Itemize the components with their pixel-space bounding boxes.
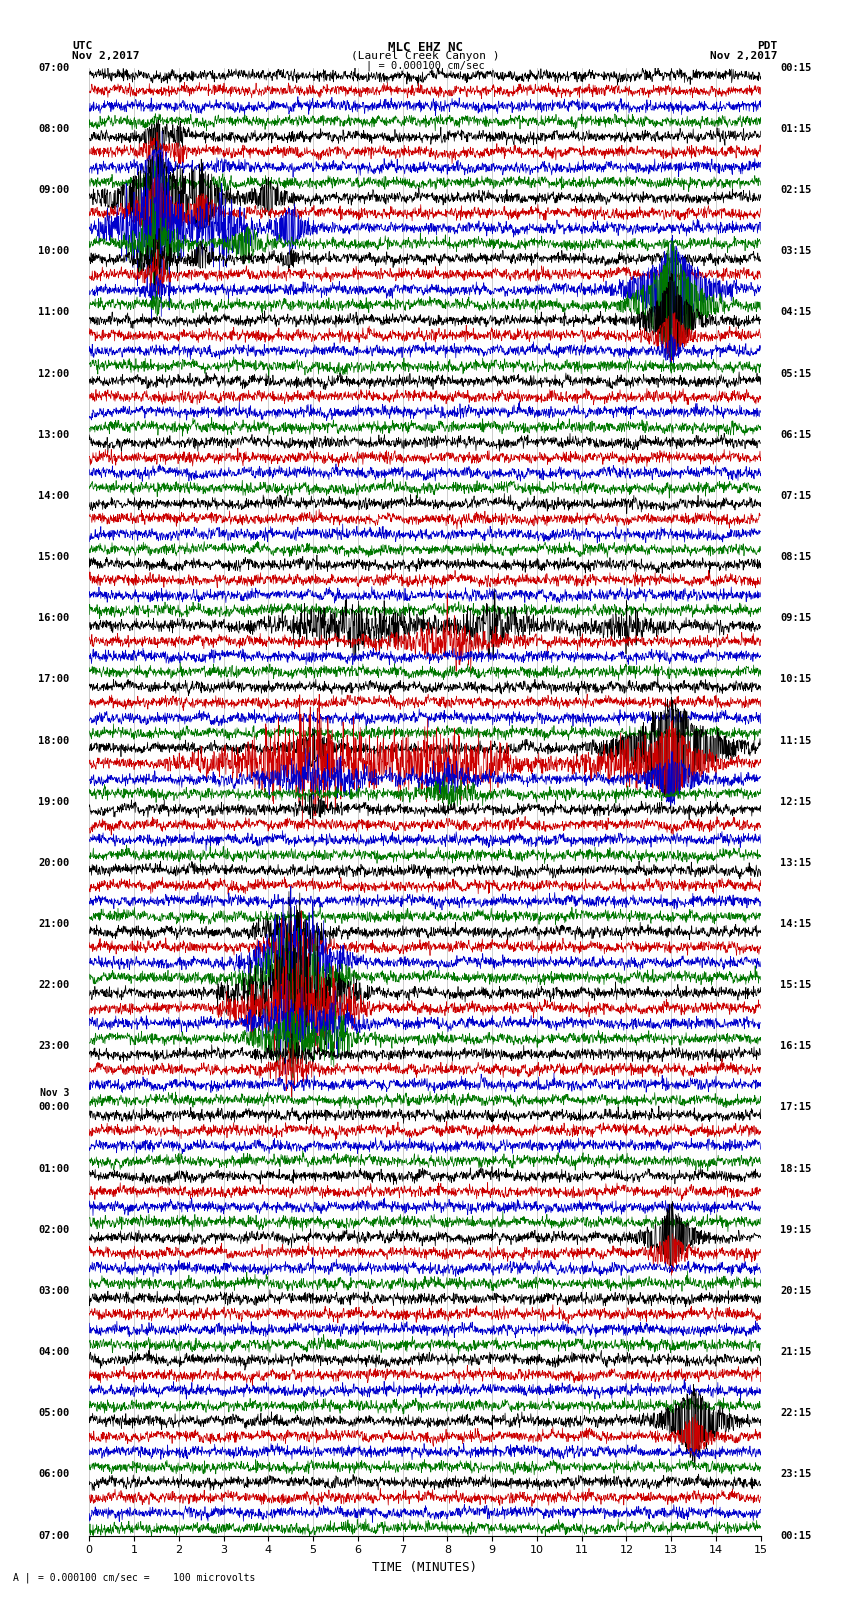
- Text: 13:00: 13:00: [38, 429, 70, 440]
- Text: 04:00: 04:00: [38, 1347, 70, 1357]
- X-axis label: TIME (MINUTES): TIME (MINUTES): [372, 1561, 478, 1574]
- Text: 07:00: 07:00: [38, 1531, 70, 1540]
- Text: 01:00: 01:00: [38, 1163, 70, 1174]
- Text: 10:15: 10:15: [780, 674, 812, 684]
- Text: 06:15: 06:15: [780, 429, 812, 440]
- Text: 01:15: 01:15: [780, 124, 812, 134]
- Text: 21:00: 21:00: [38, 919, 70, 929]
- Text: 11:15: 11:15: [780, 736, 812, 745]
- Text: 02:15: 02:15: [780, 185, 812, 195]
- Text: 07:15: 07:15: [780, 490, 812, 502]
- Text: Nov 2,2017: Nov 2,2017: [711, 50, 778, 61]
- Text: 17:00: 17:00: [38, 674, 70, 684]
- Text: 16:15: 16:15: [780, 1042, 812, 1052]
- Text: 05:15: 05:15: [780, 368, 812, 379]
- Text: 08:00: 08:00: [38, 124, 70, 134]
- Text: 00:15: 00:15: [780, 63, 812, 73]
- Text: 07:00: 07:00: [38, 63, 70, 73]
- Text: 18:15: 18:15: [780, 1163, 812, 1174]
- Text: 06:00: 06:00: [38, 1469, 70, 1479]
- Text: 05:00: 05:00: [38, 1408, 70, 1418]
- Text: 15:15: 15:15: [780, 981, 812, 990]
- Text: 09:15: 09:15: [780, 613, 812, 623]
- Text: = 0.000100 cm/sec =    100 microvolts: = 0.000100 cm/sec = 100 microvolts: [38, 1573, 256, 1582]
- Text: 03:00: 03:00: [38, 1286, 70, 1295]
- Text: 11:00: 11:00: [38, 308, 70, 318]
- Text: 22:00: 22:00: [38, 981, 70, 990]
- Text: 09:00: 09:00: [38, 185, 70, 195]
- Text: Nov 3: Nov 3: [40, 1087, 70, 1098]
- Text: | = 0.000100 cm/sec: | = 0.000100 cm/sec: [366, 60, 484, 71]
- Text: (Laurel Creek Canyon ): (Laurel Creek Canyon ): [351, 50, 499, 61]
- Text: 00:00: 00:00: [38, 1102, 70, 1113]
- Text: 15:00: 15:00: [38, 552, 70, 561]
- Text: 10:00: 10:00: [38, 247, 70, 256]
- Text: 08:15: 08:15: [780, 552, 812, 561]
- Text: Nov 2,2017: Nov 2,2017: [72, 50, 139, 61]
- Text: PDT: PDT: [757, 40, 778, 52]
- Text: 03:15: 03:15: [780, 247, 812, 256]
- Text: 19:00: 19:00: [38, 797, 70, 806]
- Text: 14:00: 14:00: [38, 490, 70, 502]
- Text: 19:15: 19:15: [780, 1224, 812, 1236]
- Text: 12:00: 12:00: [38, 368, 70, 379]
- Text: UTC: UTC: [72, 40, 93, 52]
- Text: 23:15: 23:15: [780, 1469, 812, 1479]
- Text: 13:15: 13:15: [780, 858, 812, 868]
- Text: 18:00: 18:00: [38, 736, 70, 745]
- Text: 16:00: 16:00: [38, 613, 70, 623]
- Text: 12:15: 12:15: [780, 797, 812, 806]
- Text: 23:00: 23:00: [38, 1042, 70, 1052]
- Text: 04:15: 04:15: [780, 308, 812, 318]
- Text: 02:00: 02:00: [38, 1224, 70, 1236]
- Text: MLC EHZ NC: MLC EHZ NC: [388, 40, 462, 55]
- Text: 14:15: 14:15: [780, 919, 812, 929]
- Text: 21:15: 21:15: [780, 1347, 812, 1357]
- Text: A |: A |: [13, 1573, 31, 1582]
- Text: 00:15: 00:15: [780, 1531, 812, 1540]
- Text: 17:15: 17:15: [780, 1102, 812, 1113]
- Text: 22:15: 22:15: [780, 1408, 812, 1418]
- Text: 20:00: 20:00: [38, 858, 70, 868]
- Text: 20:15: 20:15: [780, 1286, 812, 1295]
